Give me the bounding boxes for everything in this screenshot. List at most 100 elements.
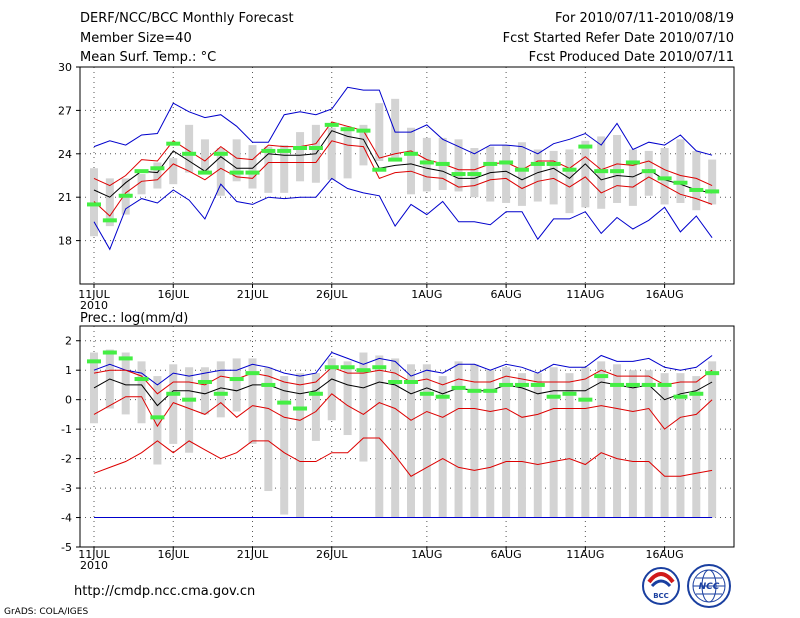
- ensemble-box: [391, 98, 400, 160]
- median-marker: [435, 161, 450, 166]
- y-tick-label: 1: [65, 364, 72, 377]
- median-marker: [514, 382, 529, 387]
- y-tick-label: -2: [61, 453, 72, 466]
- temperature-frame: [79, 66, 735, 285]
- temperature-y-axis: 18 21 24 27 30: [58, 61, 80, 248]
- median-marker: [673, 180, 688, 185]
- x-tick-label: 6AUG: [491, 548, 522, 561]
- median-marker: [530, 161, 545, 166]
- median-marker: [625, 382, 640, 387]
- ensemble-box: [581, 367, 590, 518]
- median-marker: [324, 365, 339, 370]
- ensemble-box: [486, 146, 495, 202]
- lower-quartile-line: [93, 140, 713, 217]
- footer-credit: GrADS: COLA/IGES: [4, 607, 88, 617]
- ensemble-box: [153, 162, 162, 189]
- x-tick-label: 16AUG: [646, 548, 684, 561]
- median-marker: [514, 167, 529, 172]
- x-tick-label: 11JUL: [78, 548, 110, 561]
- median-marker: [245, 371, 260, 376]
- ensemble-box: [470, 364, 479, 518]
- ensemble-box: [517, 373, 526, 518]
- ensemble-box: [660, 148, 669, 205]
- ensemble-box: [549, 150, 558, 205]
- median-marker: [499, 382, 514, 387]
- upper-quartile-line: [93, 366, 713, 395]
- y-tick-label: -5: [61, 541, 72, 554]
- median-marker: [166, 141, 181, 146]
- x-tick-label: 2010: [80, 559, 108, 572]
- median-marker: [134, 377, 149, 382]
- median-marker: [689, 391, 704, 396]
- ensemble-box: [375, 355, 384, 518]
- ncc-logo-text: NCC: [699, 582, 720, 592]
- ensemble-min-line: [93, 177, 713, 251]
- x-tick-label: 1AUG: [411, 288, 442, 301]
- median-marker: [388, 379, 403, 384]
- ensemble-box: [517, 142, 526, 206]
- median-marker: [404, 379, 418, 384]
- median-marker: [625, 160, 640, 165]
- ensemble-box: [613, 134, 622, 203]
- median-marker: [610, 169, 625, 174]
- ensemble-box: [407, 364, 415, 518]
- ensemble-box: [438, 376, 447, 518]
- ensemble-box: [121, 352, 130, 415]
- median-marker: [150, 166, 165, 171]
- ensemble-mean-line: [93, 130, 713, 198]
- temperature-boxes: [90, 98, 717, 237]
- x-tick-label: 26JUL: [316, 288, 348, 301]
- ensemble-box: [264, 146, 273, 193]
- median-marker: [356, 368, 371, 373]
- median-marker: [293, 406, 308, 411]
- ensemble-box: [565, 373, 574, 518]
- ensemble-box: [407, 127, 415, 195]
- precip-frame: [79, 325, 735, 548]
- ensemble-box: [359, 124, 368, 166]
- ensemble-box: [296, 132, 305, 182]
- ensemble-box: [692, 376, 701, 518]
- median-marker: [419, 391, 434, 396]
- ensemble-box: [327, 127, 336, 180]
- median-marker: [594, 374, 609, 379]
- precip-medians: [87, 350, 720, 420]
- precip-y-axis: -5 -4 -3 -2 -1 0 1 2: [61, 335, 80, 554]
- median-marker: [641, 382, 656, 387]
- ensemble-box: [280, 145, 289, 193]
- upper-quartile-line: [93, 121, 713, 187]
- ensemble-box: [660, 373, 669, 518]
- median-marker: [388, 157, 403, 162]
- header-member-size: Member Size=40: [80, 31, 192, 46]
- ensemble-box: [708, 159, 717, 205]
- bcc-logo-text: BCC: [653, 592, 669, 600]
- ensemble-box: [327, 358, 336, 421]
- ensemble-box: [185, 124, 194, 173]
- median-marker: [134, 169, 149, 174]
- ensemble-box: [248, 358, 257, 444]
- median-marker: [705, 189, 720, 194]
- median-marker: [118, 356, 133, 361]
- temperature-lines: [93, 86, 713, 251]
- median-marker: [499, 160, 514, 165]
- ensemble-box: [502, 145, 511, 203]
- median-marker: [245, 170, 260, 175]
- median-marker: [182, 397, 197, 402]
- ensemble-box: [422, 364, 431, 518]
- ensemble-box: [676, 373, 685, 518]
- median-marker: [372, 365, 387, 370]
- ensemble-box: [264, 367, 273, 492]
- ensemble-box: [216, 148, 225, 196]
- median-marker: [404, 151, 418, 156]
- y-tick-label: -4: [61, 512, 72, 525]
- y-tick-label: 21: [58, 191, 72, 204]
- x-tick-label: 11AUG: [566, 288, 604, 301]
- ensemble-box: [280, 376, 289, 515]
- median-marker: [166, 391, 181, 396]
- ensemble-box: [232, 139, 241, 182]
- median-marker: [451, 172, 466, 177]
- median-marker: [483, 388, 498, 393]
- ensemble-max-line: [93, 351, 713, 386]
- median-marker: [102, 350, 117, 355]
- y-tick-label: 24: [58, 148, 72, 161]
